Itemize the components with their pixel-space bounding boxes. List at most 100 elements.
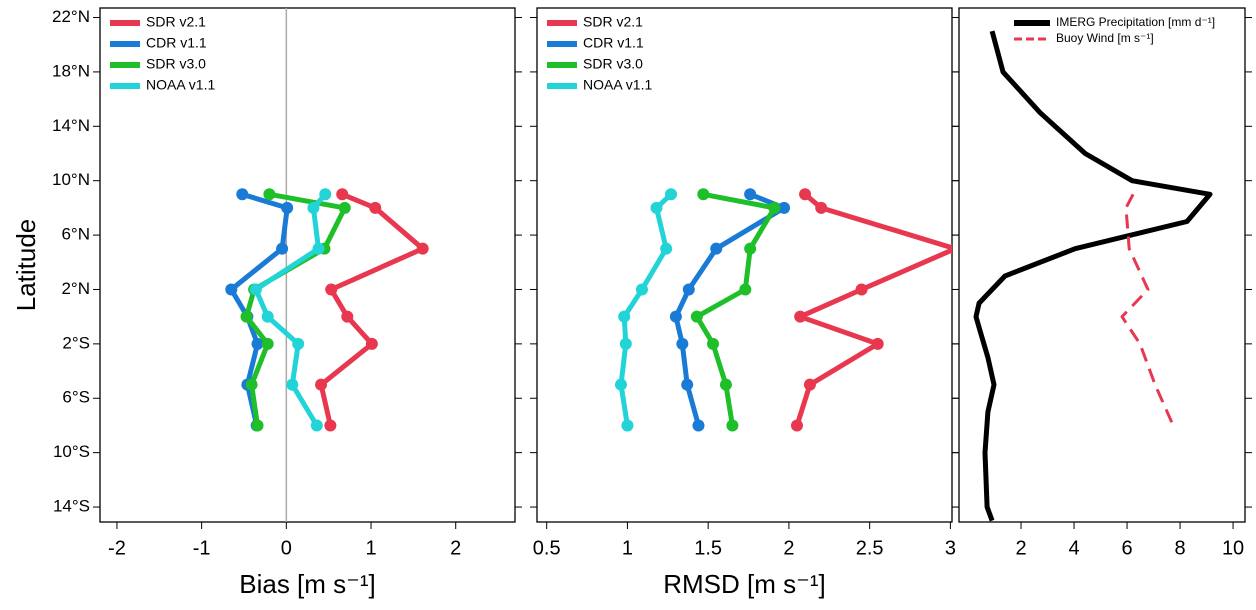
x-tick-label: 2.5 [856, 537, 884, 559]
data-point [336, 188, 349, 201]
series-line [253, 192, 328, 427]
legend-label: IMERG Precipitation [mm d⁻¹] [1056, 15, 1215, 29]
x-tick-label: 1.5 [694, 537, 722, 559]
x-tick-label: -1 [193, 537, 211, 559]
data-point [261, 337, 274, 350]
data-point [871, 337, 884, 350]
legend-label: CDR v1.1 [146, 35, 207, 51]
data-point [768, 201, 781, 214]
y-tick-label: 2°S [62, 333, 90, 352]
data-point [660, 242, 673, 255]
data-point [681, 378, 694, 391]
data-point [286, 378, 299, 391]
x-tick-label: 1 [365, 537, 376, 559]
data-point [338, 201, 351, 214]
x-tick-label: 1 [622, 537, 633, 559]
x-axis-label: Bias [m s⁻¹] [239, 569, 376, 599]
legend-label: SDR v3.0 [583, 56, 643, 72]
data-point [251, 419, 264, 432]
data-point [726, 419, 739, 432]
series-line [244, 191, 348, 426]
x-tick-label: 2 [450, 537, 461, 559]
data-point [249, 283, 262, 296]
plot-frame [99, 7, 516, 523]
data-point [744, 188, 757, 201]
x-tick-label: 2 [783, 537, 794, 559]
y-tick-label: 18°N [52, 61, 90, 80]
data-point [310, 419, 323, 432]
x-tick-label: 6 [1121, 537, 1132, 559]
data-point [325, 283, 338, 296]
data-point [855, 283, 868, 296]
data-point [815, 201, 828, 214]
data-point [619, 337, 632, 350]
data-point [799, 188, 812, 201]
x-tick-label: 8 [1174, 537, 1185, 559]
legend-label: SDR v3.0 [146, 56, 206, 72]
data-point [614, 378, 627, 391]
data-point [225, 283, 238, 296]
data-point [251, 337, 264, 350]
data-point [245, 378, 258, 391]
y-tick-label: 2°N [61, 279, 90, 298]
data-point [276, 242, 289, 255]
x-tick-label: 0.5 [533, 537, 561, 559]
x-tick-label: 2 [1015, 537, 1026, 559]
x-tick-label: 4 [1068, 537, 1079, 559]
data-point [292, 337, 305, 350]
data-point [307, 201, 320, 214]
data-point [790, 419, 803, 432]
data-point [690, 310, 703, 323]
series-line [673, 191, 787, 427]
data-point [669, 310, 682, 323]
data-point [744, 242, 757, 255]
y-tick-label: 14°S [53, 497, 90, 516]
y-tick-label: 10°N [52, 170, 90, 189]
data-point [676, 337, 689, 350]
series-line [973, 30, 1213, 522]
x-tick-label: 10 [1222, 537, 1244, 559]
data-point [665, 188, 678, 201]
y-tick-label: 22°N [52, 7, 90, 26]
data-point [369, 201, 382, 214]
y-tick-label: 14°N [52, 116, 90, 135]
data-point [281, 201, 294, 214]
data-point [618, 310, 631, 323]
series-line [618, 192, 673, 426]
x-tick-label: -2 [108, 537, 126, 559]
data-point [240, 310, 253, 323]
legend-label: Buoy Wind [m s⁻¹] [1056, 31, 1154, 45]
data-point [312, 242, 325, 255]
data-point [739, 283, 752, 296]
data-point [707, 337, 720, 350]
plot-frame [536, 7, 953, 523]
data-point [794, 310, 807, 323]
data-point [682, 283, 695, 296]
plot-area [973, 30, 1213, 522]
series-line [1120, 193, 1175, 427]
data-point [315, 378, 328, 391]
series-line [794, 192, 952, 427]
legend-label: SDR v2.1 [583, 14, 643, 30]
data-point [416, 242, 429, 255]
data-point [324, 419, 337, 432]
plot-area [225, 188, 429, 432]
y-tick-label: 6°S [62, 388, 90, 407]
x-axis-label: RMSD [m s⁻¹] [663, 569, 826, 599]
data-point [650, 201, 663, 214]
plot-area [614, 188, 952, 432]
data-point [319, 188, 332, 201]
data-point [365, 337, 378, 350]
y-axis-label: Latitude [11, 219, 41, 312]
series-line [318, 191, 426, 427]
data-point [949, 243, 952, 254]
data-point [692, 419, 705, 432]
y-tick-label: 10°S [53, 442, 90, 461]
x-tick-label: 3 [945, 537, 956, 559]
x-tick-label: 0 [281, 537, 292, 559]
series-line [228, 191, 290, 427]
data-point [635, 283, 648, 296]
legend-label: NOAA v1.1 [583, 77, 652, 93]
data-point [341, 310, 354, 323]
